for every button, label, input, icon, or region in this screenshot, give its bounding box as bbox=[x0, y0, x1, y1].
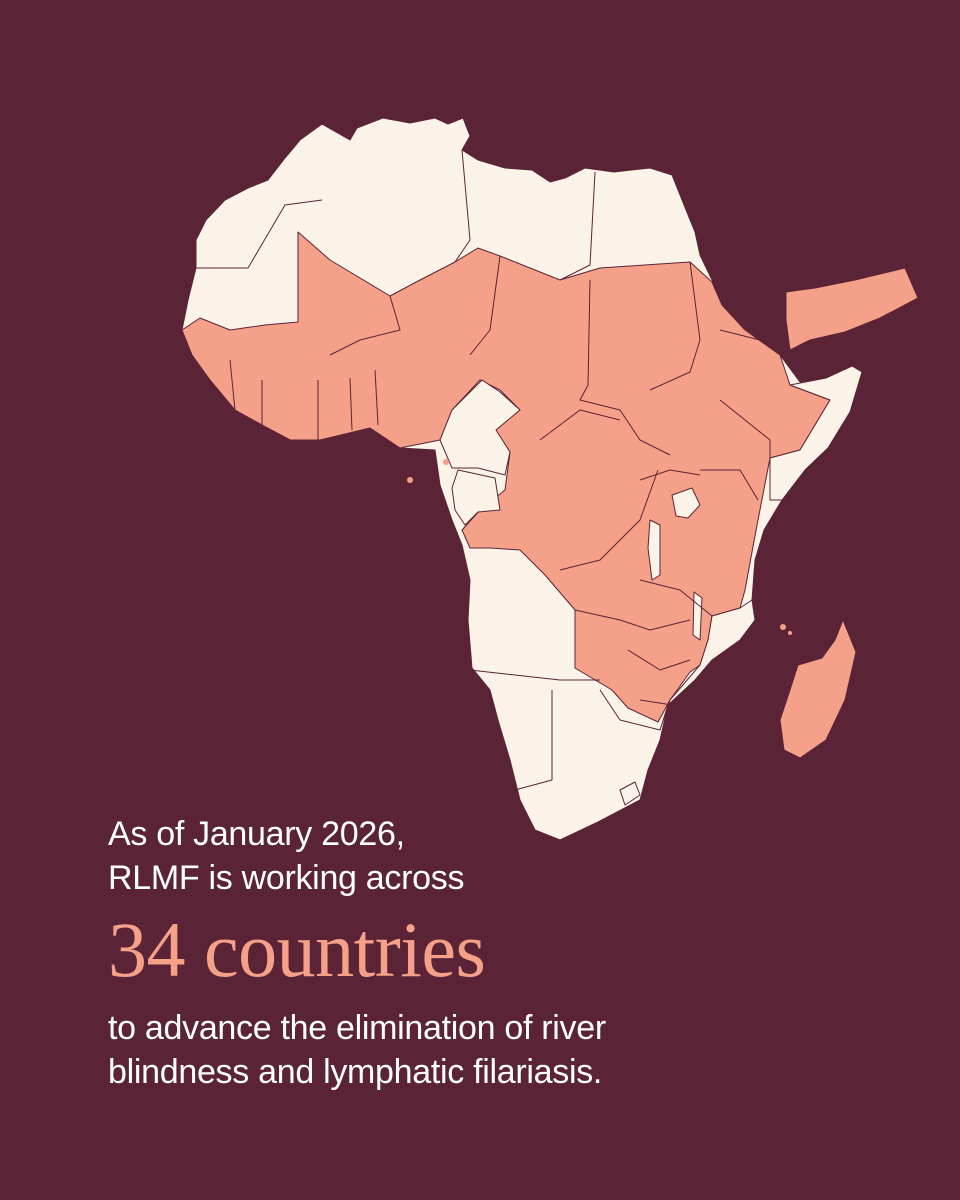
comoros-island bbox=[780, 624, 786, 630]
eswatini bbox=[654, 754, 669, 773]
lake-malawi bbox=[692, 591, 703, 641]
caption-line-1: As of January 2026, bbox=[108, 815, 405, 853]
bioko-island bbox=[443, 459, 449, 465]
sao-tome-island bbox=[407, 477, 413, 483]
caption-line-2: RLMF is working across bbox=[108, 859, 465, 897]
headline-countries: 34 countries bbox=[108, 906, 486, 993]
rwanda-burundi bbox=[671, 487, 701, 519]
caption-block: As of January 2026, RLMF is working acro… bbox=[108, 812, 928, 1094]
cameroon bbox=[439, 379, 521, 476]
country-borders bbox=[196, 149, 771, 791]
caption-line-3: to advance the elimination of river bbox=[108, 1009, 606, 1047]
comoros-island-2 bbox=[788, 631, 792, 635]
highlighted-countries-band bbox=[181, 231, 831, 723]
africa-map bbox=[181, 117, 919, 841]
caption-intro: As of January 2026, RLMF is working acro… bbox=[108, 812, 928, 900]
gabon bbox=[451, 469, 501, 526]
lesotho bbox=[619, 781, 641, 806]
caption-outro: to advance the elimination of river blin… bbox=[108, 1006, 928, 1094]
caption-line-4: blindness and lymphatic filariasis. bbox=[108, 1053, 603, 1091]
yemen bbox=[785, 267, 919, 351]
somalia bbox=[769, 365, 863, 501]
madagascar bbox=[779, 619, 857, 759]
lake-tanganyika bbox=[647, 519, 661, 581]
